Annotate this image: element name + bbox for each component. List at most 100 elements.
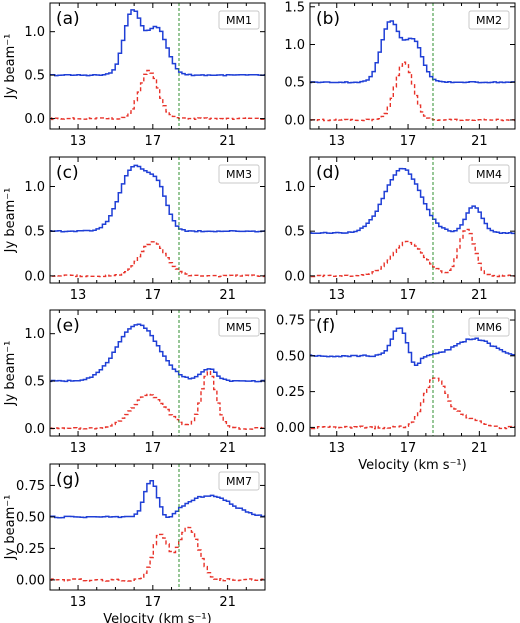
source-label-box (218, 10, 260, 30)
series-line-bottom (310, 228, 515, 278)
source-label: MM4 (476, 168, 502, 181)
source-label-box (218, 471, 260, 491)
y-tick-label: 0.0 (284, 113, 305, 128)
y-axis-title: Jy beam⁻¹ (3, 341, 18, 407)
source-label-box (468, 317, 510, 337)
series-line-top (310, 20, 515, 84)
y-tick-label: 0.25 (276, 385, 305, 400)
x-tick-label: 17 (145, 288, 162, 303)
x-tick-label: 13 (70, 288, 87, 303)
panel-lines (310, 20, 515, 122)
x-tick-label: 13 (70, 441, 87, 456)
x-tick-label: 21 (471, 134, 488, 149)
source-label-box (218, 317, 260, 337)
panel-letter: (g) (56, 470, 80, 490)
series-line-bottom (50, 69, 265, 121)
panel-frame (49, 309, 266, 437)
panel-letter: (d) (316, 163, 340, 183)
panel-lines (50, 9, 265, 121)
series-line-bottom (50, 241, 265, 278)
y-tick-label: 0.5 (24, 69, 45, 84)
x-tick-label: 17 (145, 595, 162, 610)
y-tick-label: 0.0 (24, 112, 45, 127)
panel-frame (49, 2, 266, 130)
source-label: MM6 (476, 321, 502, 334)
y-tick-label: 0.5 (24, 225, 45, 240)
panel-lines (50, 164, 265, 278)
panel-MM3: 13 17 21 0.0 0.5 1.0 (c) MM3 Jy beam⁻¹ (3, 156, 266, 303)
y-tick-label: 0.50 (16, 510, 45, 525)
panel-letter: (e) (56, 316, 80, 336)
panel-lines (310, 327, 515, 430)
series-line-top (310, 327, 515, 367)
series-line-top (50, 479, 265, 519)
panel-letter: (a) (56, 9, 80, 29)
series-line-bottom (310, 377, 515, 430)
x-tick-label: 13 (70, 134, 87, 149)
panel-MM7: 13 17 21 0.00 0.25 0.50 0.75 (g) MM7 Jy beam⁻¹ Vel… (3, 463, 266, 623)
x-tick-label: 17 (145, 441, 162, 456)
x-tick-label: 21 (219, 595, 236, 610)
y-tick-label: 0.00 (276, 421, 305, 436)
series-line-top (310, 167, 515, 235)
x-tick-label: 13 (328, 288, 345, 303)
y-axis-title: Jy beam⁻¹ (3, 495, 18, 561)
x-tick-label: 21 (219, 134, 236, 149)
y-tick-label: 1.0 (24, 25, 45, 40)
series-line-bottom (310, 61, 515, 122)
y-tick-label: 0.5 (24, 375, 45, 390)
y-tick-label: 0.5 (284, 76, 305, 91)
x-axis-title: Velocity (km s⁻¹) (358, 458, 466, 473)
panel-lines (310, 167, 515, 278)
y-tick-label: 0.25 (16, 542, 45, 557)
y-tick-label: 0.50 (276, 349, 305, 364)
y-tick-label: 1.0 (284, 38, 305, 53)
y-tick-label: 0.00 (16, 573, 45, 588)
x-tick-label: 17 (400, 134, 417, 149)
x-tick-label: 17 (145, 134, 162, 149)
y-tick-label: 0.5 (284, 225, 305, 240)
source-label: MM5 (226, 321, 252, 334)
y-tick-label: 1.5 (284, 0, 305, 15)
x-tick-label: 21 (471, 441, 488, 456)
panel-lines (50, 479, 265, 582)
panel-letter: (c) (56, 163, 79, 183)
x-tick-label: 13 (70, 595, 87, 610)
panel-frame (49, 156, 266, 284)
panel-frame (309, 156, 516, 284)
panel-letter: (b) (316, 9, 340, 29)
source-label: MM3 (226, 168, 252, 181)
y-tick-label: 0.0 (24, 269, 45, 284)
panel-MM2: 13 17 21 0.0 0.5 1.0 1.5 (b) MM2 (284, 0, 516, 149)
y-tick-label: 0.0 (24, 422, 45, 437)
x-tick-label: 21 (219, 441, 236, 456)
y-axis-title: Jy beam⁻¹ (3, 34, 18, 100)
series-line-top (50, 9, 265, 77)
source-label-box (468, 10, 510, 30)
series-line-bottom (50, 526, 265, 582)
source-label: MM2 (476, 14, 502, 27)
panel-MM5: 13 17 21 0.0 0.5 1.0 (e) MM5 Jy beam⁻¹ (3, 309, 266, 456)
series-line-top (50, 164, 265, 233)
panel-MM6: 13 17 21 0.00 0.25 0.50 0.75 (f) MM6 Velocity (km… (276, 309, 516, 473)
y-tick-label: 0.75 (276, 314, 305, 329)
panel-frame (309, 2, 516, 130)
x-tick-label: 17 (400, 288, 417, 303)
y-tick-label: 1.0 (24, 327, 45, 342)
panel-MM4: 13 17 21 0.0 0.5 1.0 (d) MM4 (284, 156, 516, 303)
panel-frame (309, 309, 516, 437)
y-tick-label: 0.0 (284, 269, 305, 284)
y-tick-label: 1.0 (284, 180, 305, 195)
x-tick-label: 21 (219, 288, 236, 303)
series-line-top (50, 323, 265, 383)
x-tick-label: 13 (328, 441, 345, 456)
x-tick-label: 17 (400, 441, 417, 456)
source-label-box (218, 164, 260, 184)
source-label: MM1 (226, 14, 252, 27)
source-label: MM7 (226, 475, 252, 488)
x-tick-label: 21 (471, 288, 488, 303)
y-tick-label: 0.75 (16, 479, 45, 494)
panel-letter: (f) (316, 316, 335, 336)
panel-MM1: 13 17 21 0.0 0.5 1.0 (a) MM1 Jy beam⁻¹ (3, 2, 266, 149)
